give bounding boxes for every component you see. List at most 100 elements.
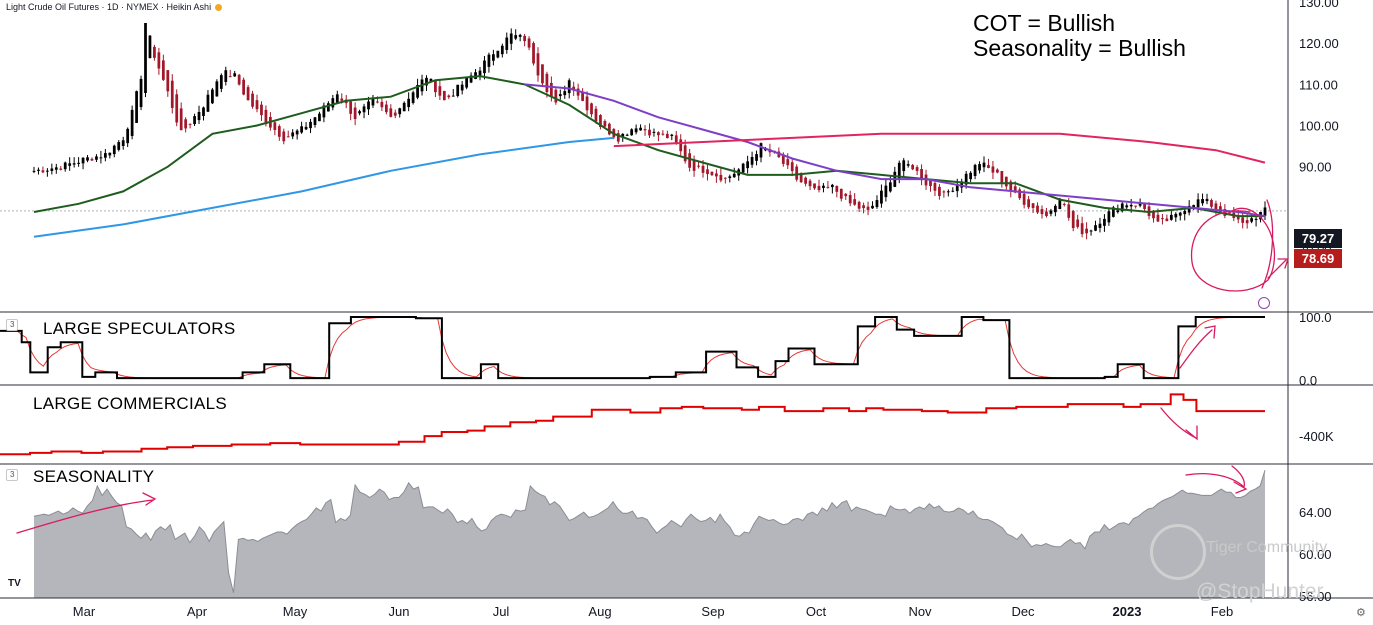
candle	[32, 170, 36, 172]
candle	[955, 183, 959, 192]
x-tick-label: 2023	[1113, 604, 1142, 619]
candle	[1022, 193, 1026, 205]
candle	[246, 87, 250, 101]
candle	[706, 169, 709, 175]
candle	[1205, 198, 1209, 202]
candle	[340, 98, 344, 101]
candle	[665, 133, 669, 139]
candle	[362, 106, 366, 113]
candle	[1031, 203, 1035, 208]
candle	[211, 89, 214, 104]
candle	[813, 183, 816, 189]
candle	[242, 79, 246, 95]
seasonality-tick-label: 56.00	[1299, 589, 1332, 604]
candle	[607, 123, 611, 135]
candle	[282, 131, 286, 142]
candle	[527, 38, 531, 48]
candle	[523, 35, 526, 42]
x-tick-label: Apr	[187, 604, 208, 619]
candle	[335, 94, 339, 103]
candle	[438, 86, 442, 96]
candle	[193, 116, 196, 125]
comm-arrow-mark	[1160, 407, 1198, 441]
candle	[625, 134, 629, 136]
candle	[1049, 210, 1053, 214]
tiger-logo-icon	[1150, 524, 1206, 580]
candle	[563, 91, 567, 96]
candle	[1116, 210, 1120, 213]
candle	[126, 128, 130, 144]
candle	[1062, 203, 1066, 205]
candle	[1165, 218, 1169, 222]
candle	[1053, 205, 1057, 213]
candle	[237, 74, 241, 85]
gear-icon[interactable]: ⚙	[1356, 607, 1366, 619]
candle	[1098, 223, 1102, 228]
candle	[318, 113, 321, 122]
candle	[875, 200, 879, 208]
candle	[643, 129, 647, 131]
candle	[95, 156, 98, 160]
large-speculators-title: LARGE SPECULATORS	[43, 319, 236, 338]
candle	[621, 133, 625, 138]
candle	[148, 35, 152, 58]
candle	[549, 82, 553, 97]
candle	[1067, 204, 1071, 218]
seasonality-tick-label: 64.00	[1299, 505, 1332, 520]
candle	[679, 139, 683, 152]
annotation-box: COT = Bullish Seasonality = Bullish	[973, 11, 1186, 61]
candle	[1161, 218, 1164, 220]
circle-mark	[1190, 207, 1275, 292]
candle	[884, 185, 888, 198]
candle	[179, 108, 183, 131]
candle	[349, 101, 353, 114]
price-pane	[0, 22, 1288, 240]
candle	[384, 104, 388, 113]
candle	[1045, 211, 1048, 217]
candle	[1103, 218, 1106, 226]
circle-tail-mark	[1261, 199, 1274, 289]
candle	[37, 169, 40, 171]
pane-collapse-button[interactable]: 3	[6, 319, 19, 331]
speculators-tick-label: 100.0	[1299, 310, 1332, 325]
candle	[108, 152, 112, 156]
candle	[996, 169, 999, 173]
candle	[536, 53, 540, 76]
candle	[616, 133, 620, 142]
candle	[59, 168, 63, 170]
candle	[808, 180, 812, 187]
candle	[286, 136, 290, 138]
pane-collapse-button[interactable]: 3	[6, 469, 19, 481]
candle	[251, 93, 254, 107]
x-tick-label: Jul	[493, 604, 510, 619]
candle	[313, 117, 317, 125]
candle	[233, 73, 237, 77]
candle	[1245, 220, 1249, 224]
candle	[130, 109, 134, 136]
candle	[933, 183, 937, 191]
candle	[572, 86, 576, 91]
candle	[1183, 210, 1187, 215]
candle	[411, 92, 415, 103]
candle	[309, 121, 312, 129]
symbol-legend[interactable]: Light Crude Oil Futures · 1D · NYMEX · H…	[6, 2, 223, 12]
season-arrow-right-hook-mark	[1231, 465, 1246, 488]
candle	[866, 206, 870, 210]
candle	[331, 98, 335, 108]
candle	[1036, 205, 1039, 213]
candle	[273, 122, 277, 131]
ma-blue-line	[33, 136, 614, 238]
candle	[77, 162, 80, 164]
candle	[295, 130, 299, 135]
candle	[460, 84, 464, 91]
candle	[1071, 211, 1075, 229]
candle	[224, 70, 228, 82]
candle	[585, 96, 589, 111]
candle	[1040, 209, 1044, 215]
candle	[166, 70, 170, 92]
tradingview-logo[interactable]: TV	[8, 578, 21, 589]
candle	[871, 205, 874, 209]
candle	[367, 101, 370, 110]
watermark-handle: @StopHunter	[1196, 580, 1324, 603]
x-tick-label: Oct	[806, 604, 827, 619]
